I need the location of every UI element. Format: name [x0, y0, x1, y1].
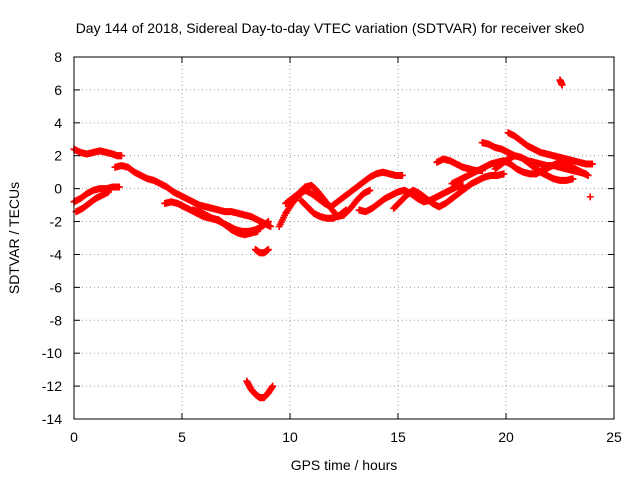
- data-point: [366, 186, 374, 194]
- y-tick-label: -12: [42, 378, 62, 394]
- data-point: [263, 218, 271, 226]
- data-point: [398, 171, 406, 179]
- y-tick-label: 0: [54, 181, 62, 197]
- series-arc-01: [70, 145, 126, 160]
- y-tick-label: -10: [42, 345, 62, 361]
- data-point: [558, 81, 566, 89]
- y-axis-label: SDTVAR / TECUs: [6, 182, 22, 294]
- plot-frame: [73, 56, 615, 420]
- series-arc-06: [189, 206, 262, 239]
- data-point: [264, 246, 272, 254]
- series-arc-02: [70, 183, 123, 206]
- y-tick-label: -8: [50, 312, 63, 328]
- data-point: [342, 206, 350, 214]
- y-tick-label: -2: [50, 214, 63, 230]
- series-arc-09: [275, 168, 406, 230]
- data-point: [264, 218, 272, 226]
- x-tick-label: 20: [498, 429, 514, 445]
- y-tick-label: -6: [50, 279, 63, 295]
- data-point: [569, 175, 577, 183]
- series-arc-03: [72, 188, 113, 216]
- y-tick-label: 4: [54, 115, 62, 131]
- x-axis-label: GPS time / hours: [291, 457, 398, 473]
- y-tick-label: -14: [42, 411, 62, 427]
- data-point: [588, 160, 596, 168]
- y-tick-label: 8: [54, 49, 62, 65]
- grid-lines: [74, 57, 614, 419]
- chart-title: Day 144 of 2018, Sidereal Day-to-day VTE…: [76, 20, 585, 36]
- series-arc-18: [491, 152, 577, 184]
- x-tick-label: 0: [70, 429, 78, 445]
- series-arc-20: [586, 193, 594, 201]
- data-point: [269, 382, 277, 390]
- x-tick-label: 15: [390, 429, 406, 445]
- x-tick-label: 5: [178, 429, 186, 445]
- series-arc-04: [111, 162, 275, 230]
- data-point: [267, 222, 275, 230]
- series-arc-07: [251, 246, 272, 257]
- y-tick-label: 2: [54, 148, 62, 164]
- data-point: [105, 188, 113, 196]
- axis-ticks: [73, 56, 615, 420]
- data-point: [582, 170, 590, 178]
- series-arc-11: [297, 196, 350, 222]
- series-arc-17: [504, 129, 596, 168]
- data-point: [254, 227, 262, 235]
- data-point: [115, 183, 123, 191]
- y-tick-label: -4: [50, 246, 63, 262]
- series-arc-08: [243, 377, 277, 402]
- series-arc-19: [556, 76, 566, 89]
- x-tick-label: 10: [282, 429, 298, 445]
- data-point: [118, 152, 126, 160]
- y-tick-label: 6: [54, 82, 62, 98]
- series-arc-13: [390, 170, 508, 212]
- x-tick-label: 25: [606, 429, 622, 445]
- data-points: [70, 76, 596, 402]
- data-point: [586, 193, 594, 201]
- data-point: [500, 170, 508, 178]
- data-point: [341, 207, 349, 215]
